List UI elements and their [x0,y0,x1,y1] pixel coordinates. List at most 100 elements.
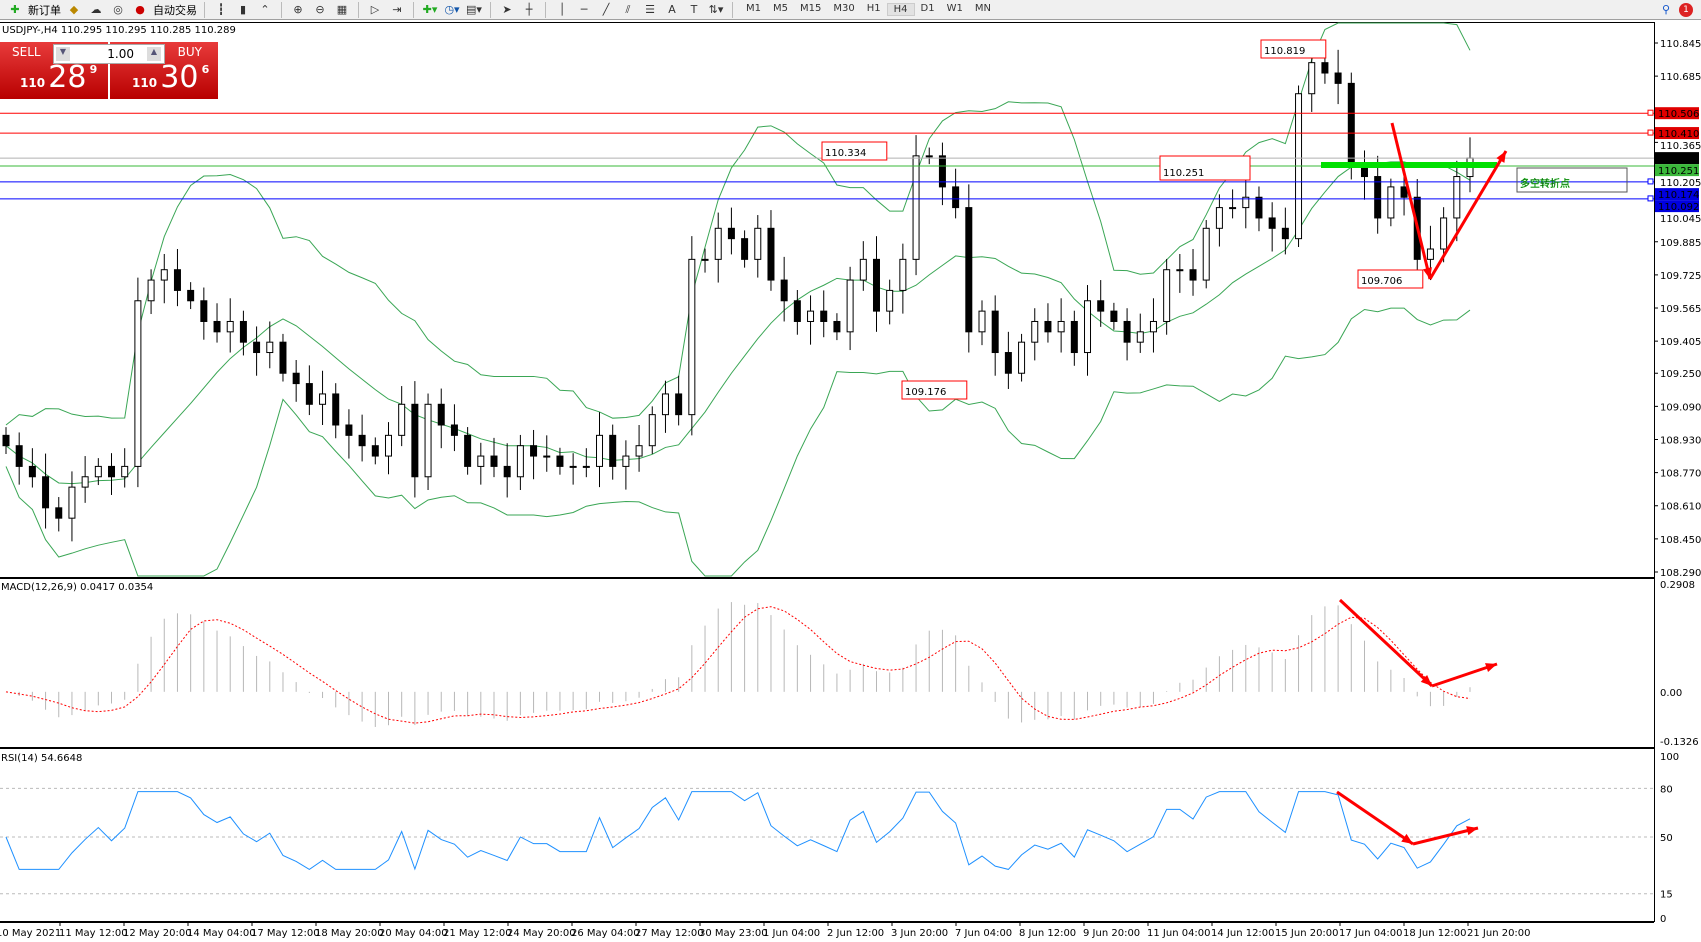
timeframe-h1[interactable]: H1 [866,3,881,14]
new-order-button[interactable]: 新订单 [28,3,61,17]
history-center-icon[interactable]: ◆ [69,3,79,16]
price-tick-label: 108.770 [1660,469,1701,480]
candle-body [767,227,775,281]
trendline-icon[interactable]: ╱ [602,3,610,16]
cursor-icon[interactable]: ➤ [502,3,512,16]
time-label: 2 Jun 12:00 [827,928,884,939]
candle-body [1268,217,1276,229]
price-line-tag [1655,164,1699,177]
toolbar: ✚ 新订单 ◆ ☁ ◎ ● 自动交易 ┇ ▮ ⌃ ⊕ ⊖ ▦ ▷ ⇥ ✚▾ ◷▾… [0,0,1701,20]
candle-body [213,320,221,333]
candle-body [1044,320,1052,333]
candle-body [925,155,933,158]
tile-windows-icon[interactable]: ▦ [336,3,348,16]
search-icon[interactable]: ⚲ [1661,3,1671,16]
pivot-text: 多空转折点 [1520,177,1570,190]
rsi-label: RSI(14) 54.6648 [1,753,82,764]
macd-tick-label: 0.2908 [1660,580,1695,591]
candle-body [1215,207,1223,229]
candle-body [490,455,498,467]
lot-size-input[interactable]: 1.00 [53,44,165,64]
timeframe-w1[interactable]: W1 [946,3,963,14]
auto-trade-icon[interactable]: ● [135,3,145,16]
lot-increase-icon[interactable]: ▲ [147,47,161,61]
periods-icon[interactable]: ◷▾ [444,3,460,16]
price-label-box [1357,269,1424,289]
rsi-line [5,791,1471,871]
rsi-tick-label: 50 [1660,833,1673,844]
templates-icon[interactable]: ▤▾ [466,3,482,16]
horizontal-line-icon[interactable]: ─ [580,3,588,16]
candle-body [200,300,208,322]
candle-body [793,300,801,322]
timeframe-mn[interactable]: MN [974,3,991,14]
chart-window[interactable] [0,22,1655,922]
candle-body [173,269,181,291]
candle-body [437,403,445,426]
arrow-down-macd-head [1420,675,1432,686]
arrow-up-rsi [1412,826,1479,846]
candle-body [1347,82,1355,167]
equidistant-channel-icon[interactable]: ⫽ [625,2,631,16]
crosshair-icon[interactable]: ┼ [525,3,533,16]
time-label: 11 Jun 04:00 [1147,928,1211,939]
timeframe-m1[interactable]: M1 [746,3,761,14]
price-line-label: 110.506 [1658,109,1699,120]
candle-body [305,383,313,405]
candle-body [81,476,89,488]
price-tick-label: 110.365 [1660,141,1701,152]
candle-body [1136,331,1144,343]
text-icon[interactable]: A [668,3,676,16]
candle-body [411,403,419,478]
candle-body [1057,320,1065,333]
notification-icon[interactable]: 1 [1679,2,1693,17]
candle-body [226,320,234,333]
price-tick-label: 108.930 [1660,435,1701,446]
timeframe-h4[interactable]: H4 [886,3,915,16]
timeframe-m30[interactable]: M30 [833,3,855,14]
price-tick-label: 109.885 [1660,238,1701,249]
fibonacci-icon[interactable]: ☰ [645,3,655,16]
candle-body [55,507,63,519]
candlestick-icon[interactable]: ▮ [239,3,247,16]
autoscroll-icon[interactable]: ▷ [370,3,380,16]
bar-chart-icon[interactable]: ┇ [217,3,225,16]
time-label: 20 May 04:00 [379,928,448,939]
line-chart-icon[interactable]: ⌃ [260,3,270,16]
new-order-icon[interactable]: ✚ [10,3,20,16]
timeframe-d1[interactable]: D1 [920,3,935,14]
indicators-icon[interactable]: ✚▾ [422,3,438,16]
candle-body [160,269,168,281]
timeframe-m5[interactable]: M5 [773,3,788,14]
zoom-in-icon[interactable]: ⊕ [293,3,303,16]
pivot-text-box [1516,167,1628,193]
time-label: 18 May 20:00 [315,928,384,939]
candle-body [1229,207,1237,210]
lot-decrease-icon[interactable]: ▼ [56,47,70,61]
chart-shift-icon[interactable]: ⇥ [392,3,402,16]
candle-body [1004,352,1012,374]
candle-body [1123,320,1131,343]
price-label-box [901,380,968,400]
candle-body [42,476,50,509]
signals-icon[interactable]: ◎ [113,3,123,16]
zoom-out-icon[interactable]: ⊖ [315,3,325,16]
terminal-icon[interactable]: ☁ [90,3,102,16]
candle-body [1426,248,1434,260]
price-line-tag [1655,152,1699,165]
time-label: 7 Jun 04:00 [955,928,1012,939]
text-label-icon[interactable]: T [690,3,698,16]
arrows-icon[interactable]: ⇅▾ [708,3,724,16]
candle-body [859,258,867,281]
candle-body [886,289,894,312]
macd-tick-label: -0.1326 [1660,737,1699,748]
vertical-line-icon[interactable]: │ [558,3,566,16]
auto-trade-button[interactable]: 自动交易 [153,3,197,17]
timeframe-m15[interactable]: M15 [800,3,822,14]
candle-body [701,258,709,261]
time-label: 9 Jun 20:00 [1083,928,1140,939]
price-tick-label: 110.045 [1660,214,1701,225]
bollinger-middle [5,161,1471,485]
time-label: 18 Jun 12:00 [1403,928,1467,939]
